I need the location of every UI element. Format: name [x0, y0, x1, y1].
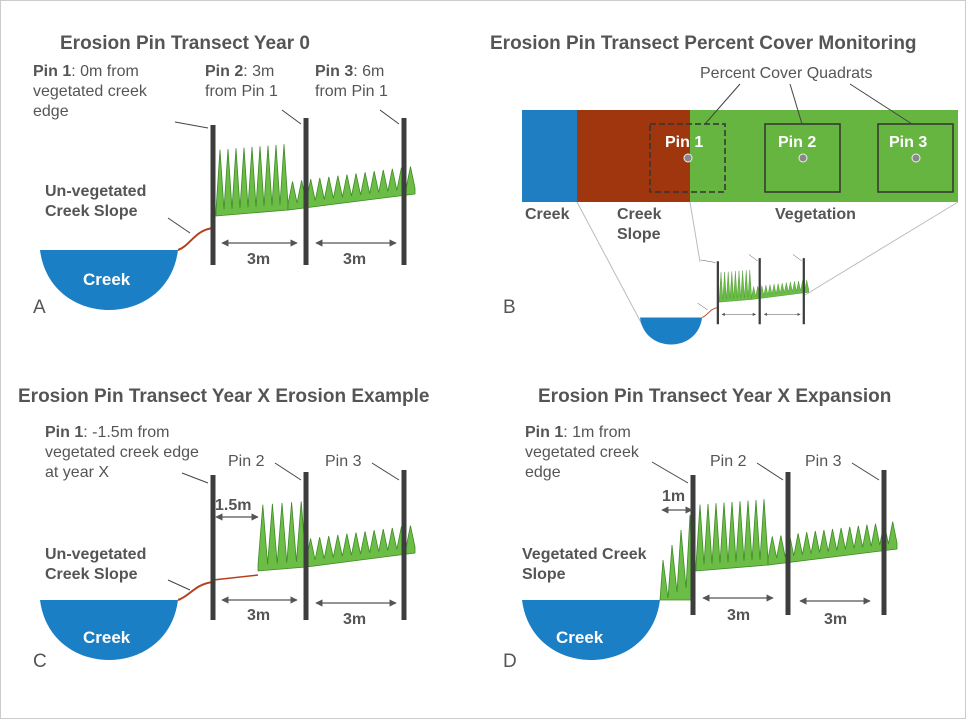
slope-grass	[660, 515, 693, 600]
pointer	[372, 463, 399, 480]
pin-name: Pin 3	[315, 63, 353, 80]
pin-name: Pin 3	[805, 453, 841, 470]
slope-label: Un-vegetated Creek Slope	[45, 545, 185, 585]
grass	[258, 501, 306, 571]
creek-label: Creek	[556, 628, 603, 648]
slope-label: Un-vegetated Creek Slope	[45, 182, 185, 222]
zone-label: Creek	[525, 205, 569, 225]
pin-name: Pin 2	[205, 63, 243, 80]
grass	[696, 499, 768, 571]
pin-label: Pin 3	[805, 452, 841, 472]
pin-label: Pin 2: 3m from Pin 1	[205, 62, 300, 102]
offset-label: 1m	[662, 487, 685, 507]
pin-name: Pin 1	[33, 63, 71, 80]
pin-label: Pin 3: 6m from Pin 1	[315, 62, 410, 102]
pin-label: Pin 3	[889, 133, 927, 153]
panel-b	[522, 84, 958, 345]
offset-label: 1.5m	[215, 496, 251, 516]
figure: Erosion Pin Transect Year 0 Pin 1: 0m fr…	[0, 0, 966, 719]
pin-name: Pin 1	[525, 424, 563, 441]
title: Erosion Pin Transect Year 0	[60, 34, 310, 54]
quadrats-label: Percent Cover Quadrats	[700, 64, 873, 84]
pin-label: Pin 2	[710, 452, 746, 472]
panel-letter: A	[33, 298, 46, 318]
pin-name: Pin 1	[45, 424, 83, 441]
pin-label: Pin 1	[665, 133, 703, 153]
pin-name: Pin 3	[325, 453, 361, 470]
distance: 3m	[343, 610, 366, 630]
creek-label: Creek	[83, 270, 130, 290]
pin-name: Pin 2	[710, 453, 746, 470]
pin-label: Pin 2	[778, 133, 816, 153]
grass	[216, 144, 288, 216]
pointer	[852, 463, 879, 480]
creek-zone	[522, 110, 577, 202]
panel-letter: B	[503, 298, 516, 318]
title: Erosion Pin Transect Year X Expansion	[538, 387, 891, 407]
pointer	[213, 575, 258, 580]
title: Erosion Pin Transect Year X Erosion Exam…	[18, 387, 429, 407]
distance: 3m	[247, 250, 270, 270]
distance: 3m	[247, 606, 270, 626]
pointer	[757, 463, 783, 480]
slope	[178, 228, 213, 250]
zone-label: Creek Slope	[617, 205, 677, 245]
pointer	[690, 202, 700, 262]
pin-point	[912, 154, 920, 162]
pin-label: Pin 1: 0m from vegetated creek edge	[33, 62, 153, 122]
pin-name: Pin 2	[228, 453, 264, 470]
pointer	[175, 122, 208, 128]
pin-label: Pin 1: -1.5m from vegetated creek edge a…	[45, 423, 210, 483]
panel-letter: C	[33, 652, 47, 672]
pointer	[282, 110, 301, 124]
pin-label: Pin 2	[228, 452, 264, 472]
pin-point	[684, 154, 692, 162]
creek-label: Creek	[83, 628, 130, 648]
slope-label: Vegetated Creek Slope	[522, 545, 652, 585]
pin-label: Pin 1: 1m from vegetated creek edge	[525, 423, 665, 483]
distance: 3m	[727, 606, 750, 626]
pointer	[380, 110, 399, 124]
pin-label: Pin 3	[325, 452, 361, 472]
distance: 3m	[343, 250, 366, 270]
grass	[306, 526, 415, 567]
thumbnail	[640, 255, 809, 345]
panel-letter: D	[503, 652, 517, 672]
pin-point	[799, 154, 807, 162]
distance: 3m	[824, 610, 847, 630]
zone-label: Vegetation	[775, 205, 856, 225]
pointer	[275, 463, 301, 480]
title: Erosion Pin Transect Percent Cover Monit…	[490, 34, 917, 54]
